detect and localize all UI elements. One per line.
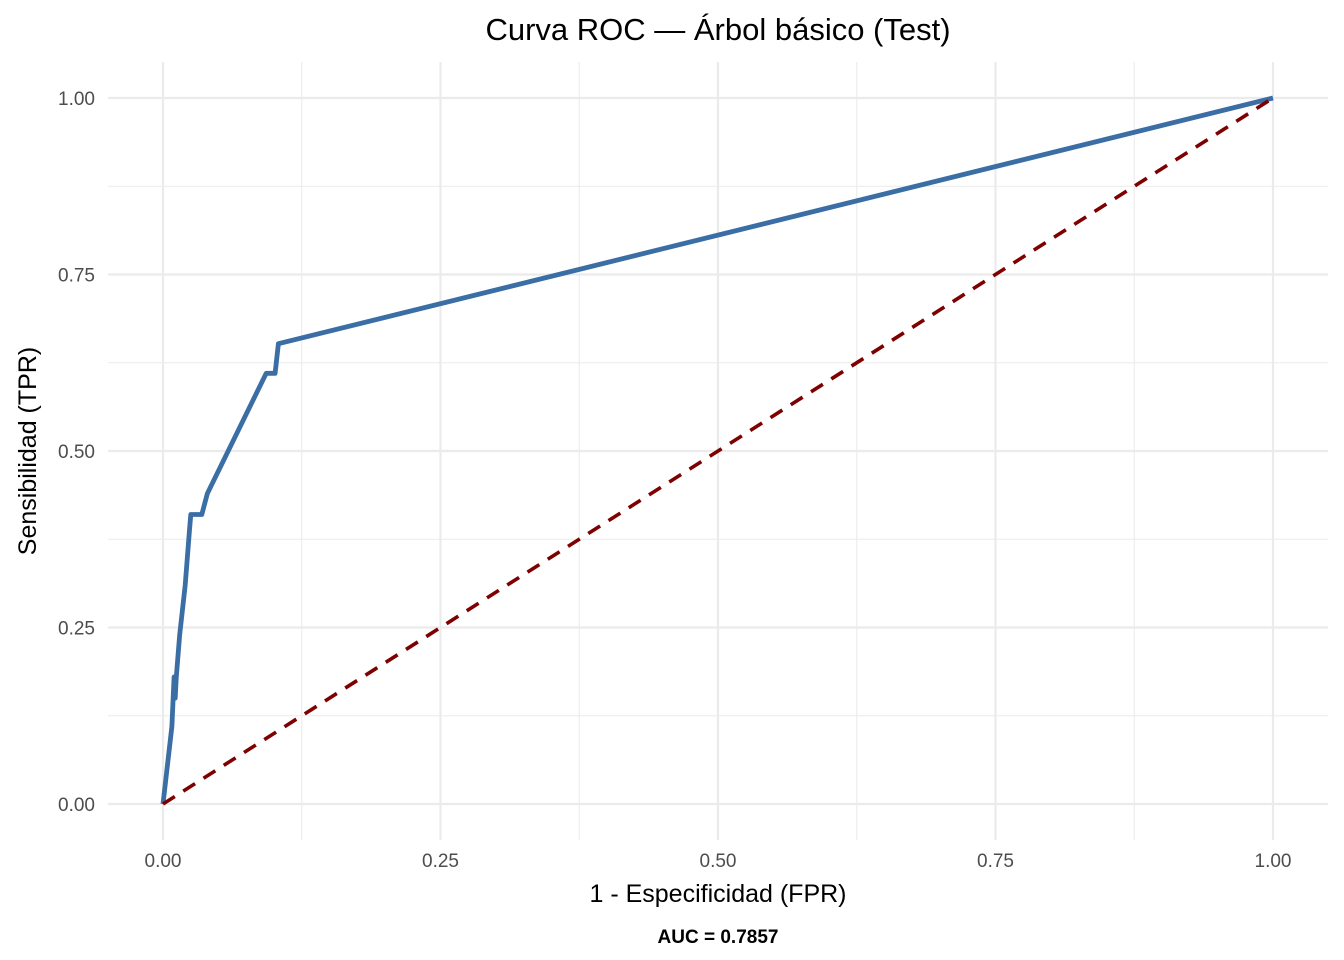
y-axis-title: Sensibilidad (TPR) xyxy=(14,347,42,555)
roc-curve-line xyxy=(160,95,1274,805)
x-tick-label: 1.00 xyxy=(1255,851,1292,872)
reference-diagonal-line xyxy=(162,96,1274,806)
y-tick-label: 0.00 xyxy=(58,795,95,816)
tick-labels: 0.00 0.25 0.50 0.75 1.00 0.00 0.25 0.50 0.75 1.00 xyxy=(58,89,1291,872)
chart-title: Curva ROC — Árbol básico (Test) xyxy=(485,12,950,47)
auc-caption: AUC = 0.7857 xyxy=(658,927,779,948)
grid-lines xyxy=(108,62,1328,840)
y-tick-label: 1.00 xyxy=(58,89,95,110)
x-axis-title: 1 - Especificidad (FPR) xyxy=(589,880,846,908)
y-tick-label: 0.75 xyxy=(58,266,95,287)
x-tick-label: 0.50 xyxy=(700,851,737,872)
x-tick-label: 0.00 xyxy=(145,851,182,872)
x-tick-label: 0.25 xyxy=(422,851,459,872)
y-tick-label: 0.50 xyxy=(58,442,95,463)
x-tick-label: 0.75 xyxy=(977,851,1014,872)
y-tick-label: 0.25 xyxy=(58,619,95,640)
series-lines xyxy=(160,95,1274,806)
